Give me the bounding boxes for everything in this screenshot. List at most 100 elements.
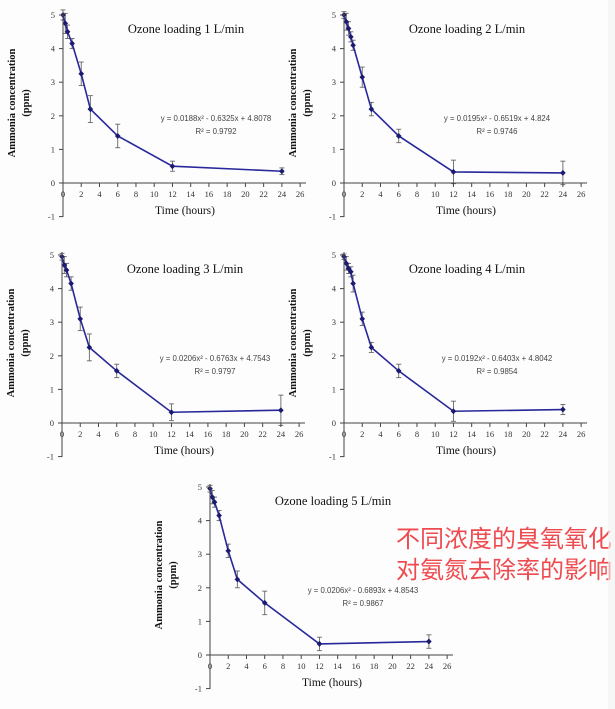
svg-text:Ammonia concentration: Ammonia concentration xyxy=(288,48,299,157)
svg-text:10: 10 xyxy=(150,189,159,199)
svg-text:2: 2 xyxy=(360,189,364,199)
svg-text:8: 8 xyxy=(133,429,137,439)
svg-text:Ozone loading 5 L/min: Ozone loading 5 L/min xyxy=(275,494,392,508)
svg-text:-1: -1 xyxy=(47,452,54,462)
svg-text:Ammonia concentration: Ammonia concentration xyxy=(6,288,17,397)
svg-text:6: 6 xyxy=(263,661,267,671)
svg-text:R² = 0.9746: R² = 0.9746 xyxy=(477,127,518,136)
svg-text:Time (hours): Time (hours) xyxy=(436,445,496,457)
svg-text:4: 4 xyxy=(97,189,102,199)
svg-text:Ozone loading 1 L/min: Ozone loading 1 L/min xyxy=(128,22,245,36)
svg-text:2: 2 xyxy=(78,429,82,439)
svg-text:0: 0 xyxy=(51,178,55,188)
svg-text:0: 0 xyxy=(60,429,64,439)
svg-text:(ppm): (ppm) xyxy=(21,89,32,117)
svg-text:4: 4 xyxy=(50,284,55,294)
svg-text:2: 2 xyxy=(198,583,202,593)
svg-text:1: 1 xyxy=(50,384,54,394)
svg-text:3: 3 xyxy=(198,549,202,559)
svg-text:24: 24 xyxy=(559,189,568,199)
svg-text:20: 20 xyxy=(388,661,397,671)
svg-text:14: 14 xyxy=(185,429,194,439)
svg-text:18: 18 xyxy=(222,429,231,439)
svg-text:16: 16 xyxy=(486,429,495,439)
scan-artifact-strip xyxy=(608,0,615,709)
svg-text:12: 12 xyxy=(315,661,324,671)
chart-ozone-loading-1: -1 0 1 2 3 4 5 0 2 4 6 8 10 12 14 16 18 20 22 24 26 Ozone loa… xyxy=(3,0,310,237)
annotation-line-2: 对氨氮去除率的影响 xyxy=(396,557,612,584)
svg-text:4: 4 xyxy=(198,516,203,526)
svg-text:14: 14 xyxy=(467,429,476,439)
svg-text:(ppm): (ppm) xyxy=(168,561,179,589)
svg-text:6: 6 xyxy=(397,429,401,439)
svg-text:Time (hours): Time (hours) xyxy=(155,205,215,217)
svg-text:0: 0 xyxy=(198,650,202,660)
svg-text:14: 14 xyxy=(333,661,342,671)
svg-text:10: 10 xyxy=(431,429,440,439)
svg-text:-1: -1 xyxy=(48,212,55,222)
svg-text:5: 5 xyxy=(198,482,202,492)
svg-text:2: 2 xyxy=(332,351,336,361)
svg-text:4: 4 xyxy=(378,429,383,439)
svg-text:6: 6 xyxy=(116,189,120,199)
svg-text:0: 0 xyxy=(342,429,346,439)
svg-text:8: 8 xyxy=(415,189,419,199)
svg-text:12: 12 xyxy=(449,189,458,199)
chinese-annotation: 不同浓度的臭氧氧化 对氨氮去除率的影响 xyxy=(396,524,612,586)
svg-text:24: 24 xyxy=(277,429,286,439)
svg-text:14: 14 xyxy=(186,189,195,199)
svg-text:y = 0.0206x² - 0.6763x + 4.754: y = 0.0206x² - 0.6763x + 4.7543 xyxy=(160,354,271,363)
svg-text:Ammonia concentration: Ammonia concentration xyxy=(288,288,299,397)
svg-text:(ppm): (ppm) xyxy=(302,89,313,117)
svg-text:6: 6 xyxy=(397,189,401,199)
svg-text:-1: -1 xyxy=(195,684,202,694)
svg-text:y = 0.0188x² - 0.6325x + 4.807: y = 0.0188x² - 0.6325x + 4.8078 xyxy=(161,114,272,123)
svg-text:16: 16 xyxy=(204,429,213,439)
svg-text:(ppm): (ppm) xyxy=(20,329,31,357)
svg-text:y = 0.0195x² - 0.6519x + 4.824: y = 0.0195x² - 0.6519x + 4.824 xyxy=(444,114,551,123)
svg-text:12: 12 xyxy=(168,189,177,199)
svg-text:8: 8 xyxy=(134,189,138,199)
svg-text:16: 16 xyxy=(205,189,214,199)
svg-text:20: 20 xyxy=(240,429,249,439)
svg-text:Ammonia concentration: Ammonia concentration xyxy=(7,48,18,157)
svg-text:0: 0 xyxy=(332,178,336,188)
svg-text:0: 0 xyxy=(208,661,212,671)
svg-text:-1: -1 xyxy=(329,212,336,222)
svg-text:Ozone loading 4 L/min: Ozone loading 4 L/min xyxy=(409,262,526,276)
svg-text:10: 10 xyxy=(297,661,306,671)
svg-text:3: 3 xyxy=(51,77,55,87)
svg-text:22: 22 xyxy=(258,429,267,439)
svg-text:Time (hours): Time (hours) xyxy=(154,445,214,457)
svg-text:1: 1 xyxy=(332,384,336,394)
svg-text:18: 18 xyxy=(370,661,379,671)
svg-text:18: 18 xyxy=(504,429,513,439)
svg-text:4: 4 xyxy=(378,189,383,199)
svg-text:10: 10 xyxy=(431,189,440,199)
svg-text:5: 5 xyxy=(51,10,55,20)
svg-text:(ppm): (ppm) xyxy=(302,329,313,357)
svg-text:26: 26 xyxy=(443,661,452,671)
svg-text:4: 4 xyxy=(332,284,337,294)
svg-text:22: 22 xyxy=(406,661,415,671)
svg-text:0: 0 xyxy=(50,418,54,428)
svg-text:0: 0 xyxy=(342,189,346,199)
svg-text:2: 2 xyxy=(79,189,83,199)
svg-text:1: 1 xyxy=(198,616,202,626)
svg-text:Time (hours): Time (hours) xyxy=(436,205,496,217)
svg-text:3: 3 xyxy=(50,317,54,327)
svg-text:5: 5 xyxy=(332,10,336,20)
svg-text:16: 16 xyxy=(352,661,361,671)
svg-text:4: 4 xyxy=(332,44,337,54)
svg-text:R² = 0.9854: R² = 0.9854 xyxy=(477,367,519,376)
svg-text:20: 20 xyxy=(522,189,531,199)
svg-text:y = 0.0206x² - 0.6893x + 4.854: y = 0.0206x² - 0.6893x + 4.8543 xyxy=(308,586,419,595)
svg-text:Time (hours): Time (hours) xyxy=(302,677,362,689)
chart-ozone-loading-2: -1 0 1 2 3 4 5 0 2 4 6 8 10 12 14 16 18 20 22 24 26 Ozone loa… xyxy=(284,0,591,237)
svg-text:2: 2 xyxy=(332,111,336,121)
svg-text:3: 3 xyxy=(332,77,336,87)
